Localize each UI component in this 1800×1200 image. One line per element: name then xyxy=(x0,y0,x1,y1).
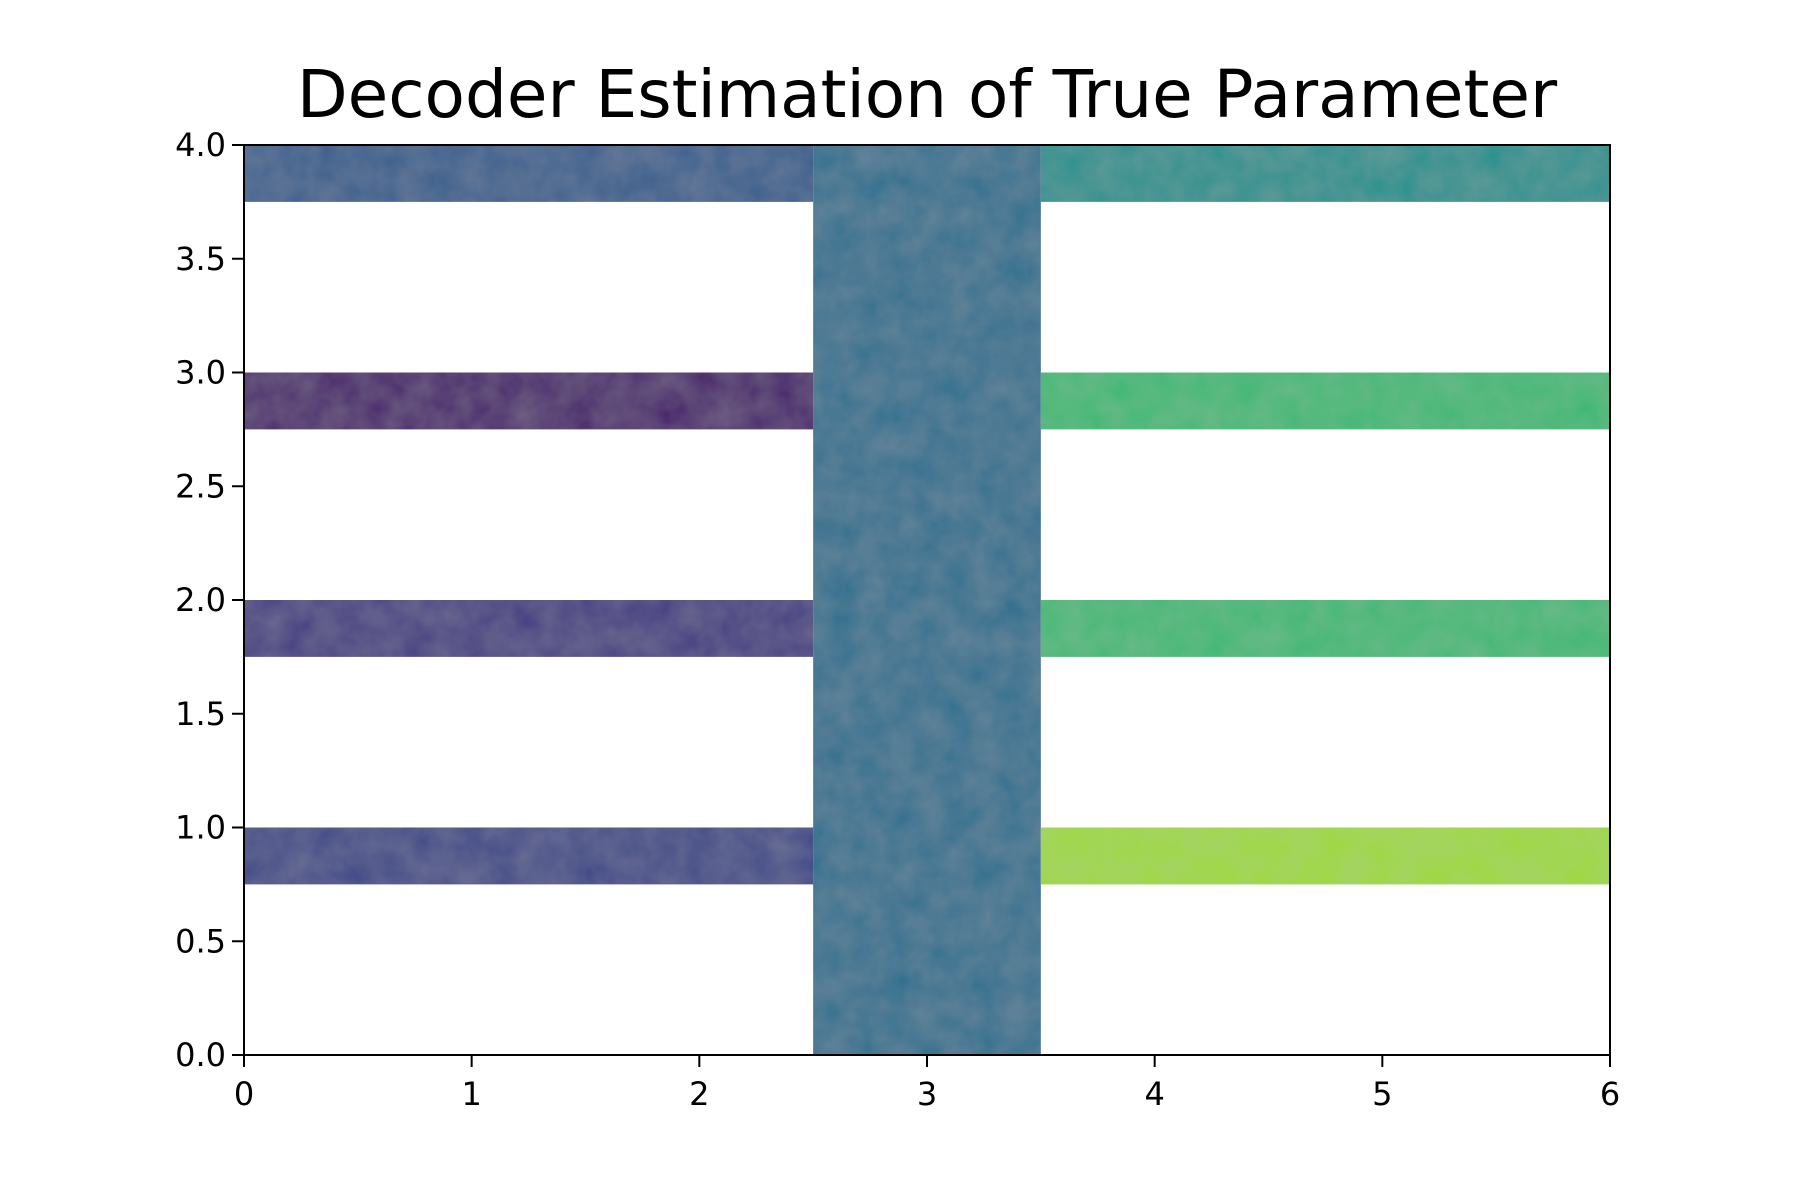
chart-title: Decoder Estimation of True Parameter xyxy=(297,56,1558,133)
y-tick-label: 3.0 xyxy=(175,354,226,392)
x-tick-label: 0 xyxy=(234,1075,254,1113)
x-axis-ticks: 0 1 2 3 4 5 6 xyxy=(234,1055,1620,1113)
heatmap-region-8 xyxy=(244,827,814,885)
heatmap-region-1 xyxy=(813,145,1041,1055)
heatmap-region-2 xyxy=(244,145,814,202)
x-tick-label: 2 xyxy=(689,1075,709,1113)
y-tick-label: 2.5 xyxy=(175,467,226,505)
y-tick-label: 2.0 xyxy=(175,581,226,619)
y-tick-label: 0.5 xyxy=(175,922,226,960)
x-tick-label: 5 xyxy=(1372,1075,1392,1113)
x-tick-label: 3 xyxy=(917,1075,937,1113)
y-tick-label: 4.0 xyxy=(175,126,226,164)
x-tick-label: 4 xyxy=(1144,1075,1164,1113)
heatmap-region-5 xyxy=(1040,372,1610,430)
heatmap-regions xyxy=(244,145,1610,1055)
y-tick-label: 1.5 xyxy=(175,695,226,733)
y-tick-label: 0.0 xyxy=(175,1036,226,1074)
y-axis-ticks: 0.0 0.5 1.0 1.5 2.0 2.5 3.0 3.5 4.0 xyxy=(175,126,244,1074)
heatmap-region-3 xyxy=(1040,145,1610,202)
x-tick-label: 6 xyxy=(1600,1075,1620,1113)
heatmap-region-6 xyxy=(244,600,814,657)
y-tick-label: 1.0 xyxy=(175,809,226,847)
heatmap-region-9 xyxy=(1040,827,1610,885)
heatmap-region-7 xyxy=(1040,600,1610,657)
heatmap-region-4 xyxy=(244,372,814,430)
x-tick-label: 1 xyxy=(461,1075,481,1113)
y-tick-label: 3.5 xyxy=(175,240,226,278)
